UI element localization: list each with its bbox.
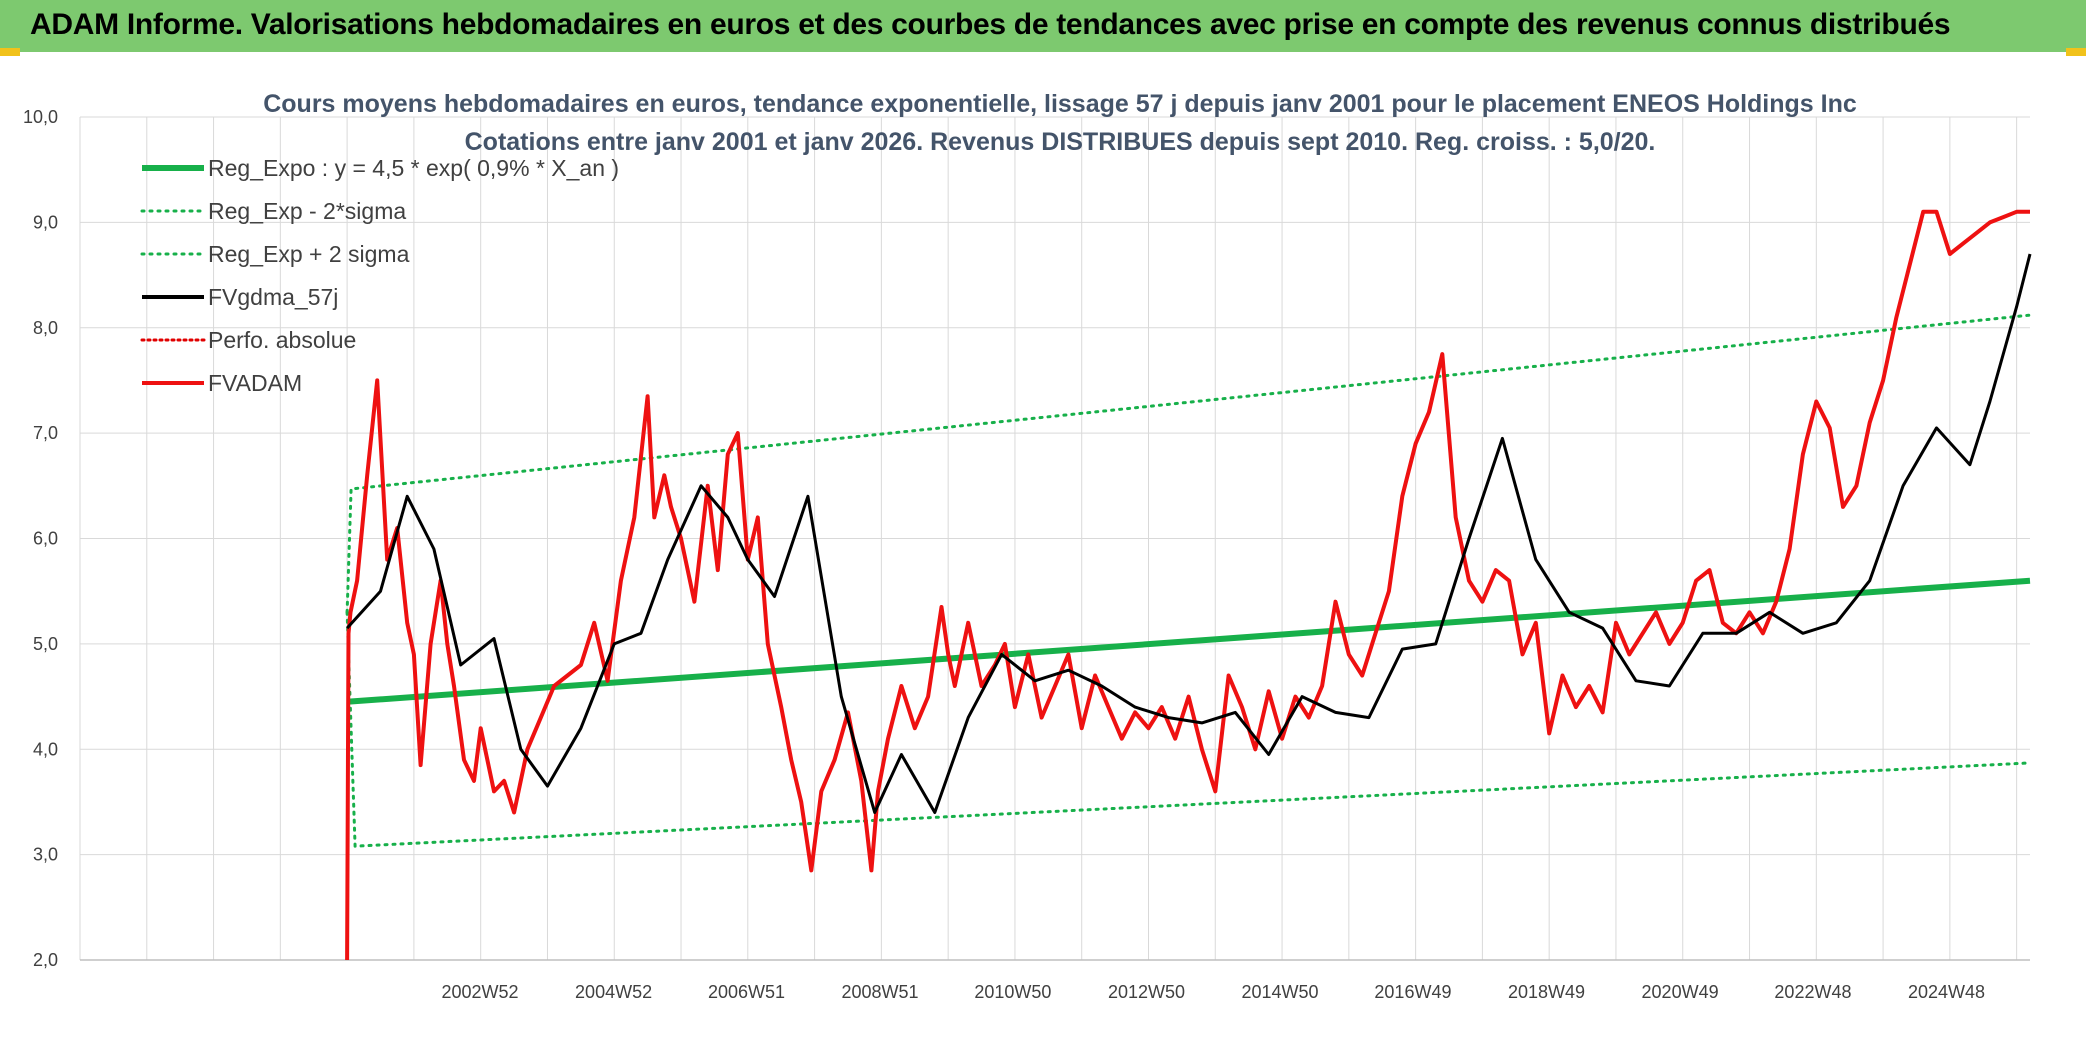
x-tick-label: 2008W51 bbox=[842, 982, 919, 1002]
axes: 2,0 3,0 4,0 5,0 6,0 7,0 8,0 9,0 10,0 2002W52 2004W… bbox=[23, 107, 2030, 1002]
x-tick-label: 2002W52 bbox=[441, 982, 518, 1002]
legend: Reg_Expo : y = 4,5 * exp( 0,9% * X_an ) R… bbox=[140, 155, 619, 396]
chart-subtitle: Cotations entre janv 2001 et janv 2026. … bbox=[465, 128, 1656, 156]
corner-accent-right bbox=[2066, 48, 2086, 56]
y-tick-label: 2,0 bbox=[33, 950, 58, 970]
banner-title: ADAM Informe. Valorisations hebdomadaire… bbox=[30, 8, 1951, 41]
x-tick-label: 2004W52 bbox=[575, 982, 652, 1002]
series-fvgdma-57j bbox=[345, 253, 2032, 814]
header-banner: ADAM Informe. Valorisations hebdomadaire… bbox=[0, 0, 2086, 52]
x-tick-label: 2016W49 bbox=[1374, 982, 1451, 1002]
legend-label: Reg_Exp + 2 sigma bbox=[208, 241, 410, 267]
corner-accent-left bbox=[0, 48, 20, 56]
y-tick-label: 5,0 bbox=[33, 634, 58, 654]
y-tick-label: 9,0 bbox=[33, 212, 58, 232]
series-layer bbox=[345, 209, 2032, 961]
chart-area: 2,0 3,0 4,0 5,0 6,0 7,0 8,0 9,0 10,0 2002W52 2004W… bbox=[23, 90, 2032, 1002]
chart-title: Cours moyens hebdomadaires en euros, ten… bbox=[263, 90, 1857, 118]
x-tick-label: 2022W48 bbox=[1774, 982, 1851, 1002]
legend-label: Reg_Exp - 2*sigma bbox=[208, 198, 406, 224]
x-tick-label: 2024W48 bbox=[1908, 982, 1985, 1002]
x-tick-label: 2018W49 bbox=[1508, 982, 1585, 1002]
y-tick-label: 7,0 bbox=[33, 423, 58, 443]
legend-label: Reg_Expo : y = 4,5 * exp( 0,9% * X_an ) bbox=[208, 155, 619, 181]
x-tick-label: 2020W49 bbox=[1642, 982, 1719, 1002]
legend-label: Perfo. absolue bbox=[208, 327, 356, 353]
gridlines bbox=[79, 116, 2030, 961]
x-tick-label: 2012W50 bbox=[1108, 982, 1185, 1002]
y-tick-label: 4,0 bbox=[33, 739, 58, 759]
legend-label: FVADAM bbox=[208, 370, 302, 396]
series-reg-expo bbox=[346, 577, 2031, 705]
series-reg-plus-2sigma bbox=[345, 313, 2032, 614]
legend-label: FVgdma_57j bbox=[208, 284, 338, 310]
y-tick-label: 10,0 bbox=[23, 107, 58, 127]
x-tick-label: 2014W50 bbox=[1242, 982, 1319, 1002]
series-reg-minus-2sigma bbox=[345, 610, 2032, 848]
y-tick-label: 8,0 bbox=[33, 318, 58, 338]
x-tick-label: 2006W51 bbox=[708, 982, 785, 1002]
x-tick-label: 2010W50 bbox=[974, 982, 1051, 1002]
y-tick-label: 3,0 bbox=[33, 845, 58, 865]
y-tick-label: 6,0 bbox=[33, 529, 58, 549]
series-fvadam bbox=[345, 209, 2030, 961]
